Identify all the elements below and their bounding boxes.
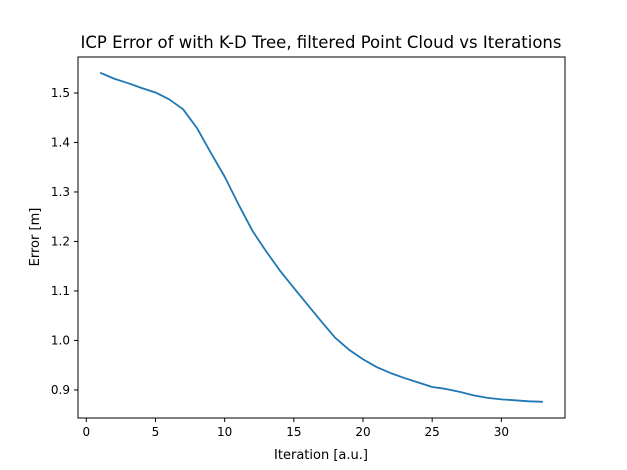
x-axis-label: Iteration [a.u.] xyxy=(274,448,368,463)
x-tick-label: 0 xyxy=(82,425,90,439)
y-tick-label: 1.5 xyxy=(51,86,70,100)
series-line-0 xyxy=(99,71,543,403)
y-tick-label: 1.3 xyxy=(51,185,70,199)
plot-area xyxy=(99,71,543,403)
plot-frame xyxy=(77,56,566,419)
x-axis-ticks: 0 5 10 15 20 25 30 xyxy=(82,418,509,439)
chart-title: ICP Error of with K-D Tree, filtered Poi… xyxy=(81,33,562,52)
y-tick-label: 0.9 xyxy=(51,383,70,397)
y-tick-label: 1.2 xyxy=(51,234,70,248)
x-tick-label: 10 xyxy=(217,425,232,439)
x-tick-label: 25 xyxy=(425,425,440,439)
y-tick-label: 1.4 xyxy=(51,135,70,149)
y-axis-label: Error [m] xyxy=(28,208,43,267)
y-tick-label: 1.0 xyxy=(51,333,70,347)
x-tick-label: 30 xyxy=(494,425,509,439)
x-tick-label: 20 xyxy=(355,425,370,439)
x-tick-label: 5 xyxy=(152,425,160,439)
x-tick-label: 15 xyxy=(286,425,301,439)
y-axis-ticks: 0.9 1.0 1.1 1.2 1.3 1.4 1.5 xyxy=(51,86,78,397)
y-tick-label: 1.1 xyxy=(51,284,70,298)
